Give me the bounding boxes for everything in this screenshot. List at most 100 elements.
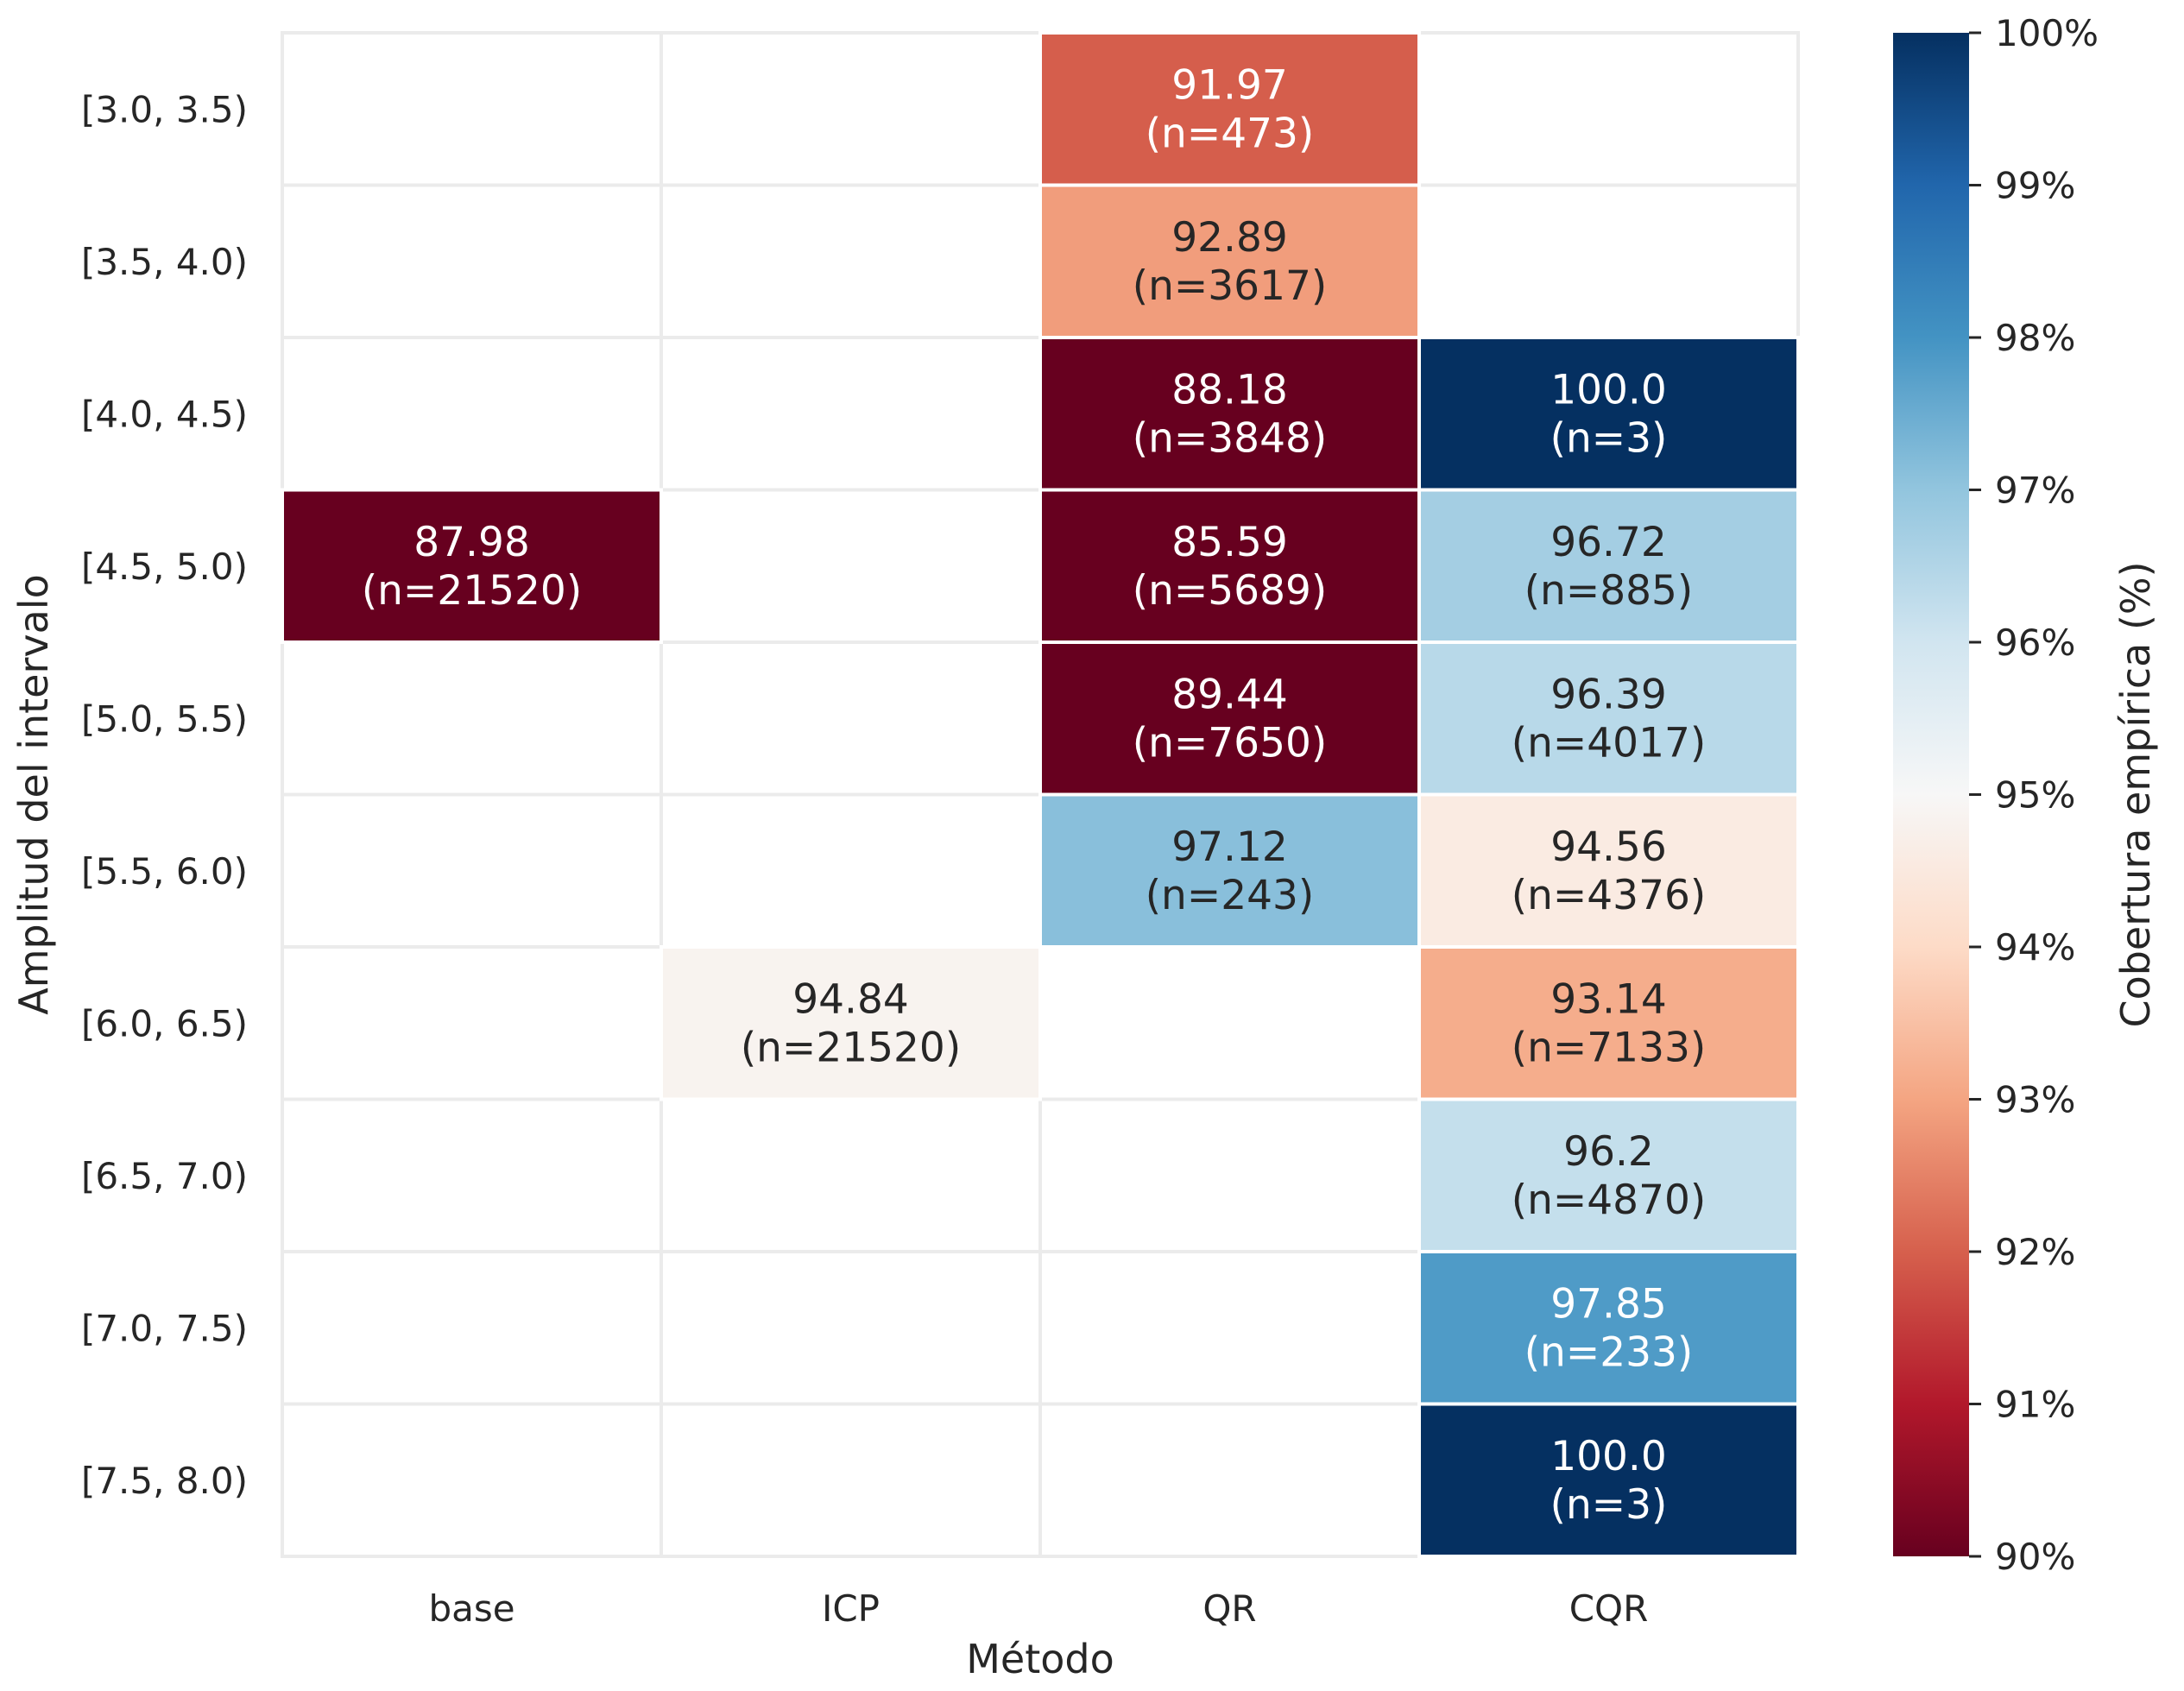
colorbar-gradient [1893, 33, 1969, 1556]
heatmap-cell: 100.0(n=3) [1417, 1402, 1800, 1558]
cell-value-label: 96.2 [1563, 1128, 1654, 1176]
heatmap-cell: 100.0(n=3) [1417, 336, 1800, 492]
heatmap-cell: 92.89(n=3617) [1038, 183, 1421, 339]
heatmap-cell: 85.59(n=5689) [1038, 488, 1421, 644]
cell-value-label: 94.56 [1550, 823, 1667, 871]
cell-count-label: (n=3848) [1133, 414, 1327, 462]
heatmap-cell-fill [1417, 1097, 1800, 1253]
grid-cell [660, 488, 1042, 644]
grid-cell [1038, 945, 1421, 1101]
colorbar-tick-label: 97% [1995, 470, 2075, 512]
grid-cell [660, 183, 1042, 339]
grid-cell [660, 792, 1042, 949]
colorbar-tick-label: 90% [1995, 1536, 2075, 1578]
grid-cell [660, 1097, 1042, 1253]
heatmap-cell-fill [1038, 792, 1421, 949]
heatmap-cell: 96.72(n=885) [1417, 488, 1800, 644]
grid-cell [281, 1097, 663, 1253]
heatmap-cell: 96.39(n=4017) [1417, 640, 1800, 797]
cell-count-label: (n=3617) [1133, 262, 1327, 310]
y-tick-label: [5.0, 5.5) [81, 697, 248, 740]
cell-count-label: (n=4870) [1512, 1177, 1706, 1224]
colorbar-tick-label: 100% [1995, 12, 2099, 54]
grid-cell [1038, 1250, 1421, 1406]
heatmap-cell-fill [1417, 488, 1800, 644]
cell-value-label: 97.85 [1550, 1280, 1667, 1328]
cell-count-label: (n=21520) [741, 1024, 961, 1071]
heatmap-cell-fill [1417, 792, 1800, 949]
colorbar-tick-label: 93% [1995, 1079, 2075, 1121]
y-tick-label: [4.0, 4.5) [81, 393, 248, 435]
cell-value-label: 87.98 [413, 519, 530, 566]
cell-count-label: (n=7650) [1133, 719, 1327, 767]
colorbar-tick-label: 94% [1995, 926, 2075, 969]
x-tick-labels: base ICP QR CQR [428, 1587, 1648, 1630]
heatmap-cell-fill [1038, 640, 1421, 797]
x-tick-label: base [428, 1587, 514, 1630]
y-tick-label: [3.5, 4.0) [81, 241, 248, 283]
cell-value-label: 100.0 [1550, 1433, 1667, 1480]
cell-count-label: (n=5689) [1133, 567, 1327, 615]
grid-cell [1417, 31, 1800, 187]
heatmap-cell-fill [1417, 640, 1800, 797]
colorbar-tick-label: 92% [1995, 1231, 2075, 1273]
heatmap-cell-fill [660, 945, 1042, 1101]
cell-count-label: (n=3) [1550, 414, 1668, 462]
grid-cell [281, 792, 663, 949]
heatmap-cell: 96.2(n=4870) [1417, 1097, 1800, 1253]
y-tick-labels: [3.0, 3.5) [3.5, 4.0) [4.0, 4.5) [4.5, 5.0)… [81, 88, 248, 1502]
grid-cell [660, 31, 1042, 187]
heatmap-cell: 87.98(n=21520) [281, 488, 663, 644]
heatmap-cell: 97.85(n=233) [1417, 1250, 1800, 1406]
heatmap-cell: 89.44(n=7650) [1038, 640, 1421, 797]
cell-count-label: (n=4017) [1512, 719, 1706, 767]
heatmap-cell: 94.84(n=21520) [660, 945, 1042, 1101]
heatmap-cell-fill [1038, 488, 1421, 644]
grid-cell [1038, 1097, 1421, 1253]
heatmap-cell-fill [281, 488, 663, 644]
grid-cell [281, 1250, 663, 1406]
grid-cell [660, 336, 1042, 492]
colorbar-tick-label: 99% [1995, 165, 2075, 207]
x-tick-label: QR [1202, 1587, 1256, 1630]
cell-count-label: (n=3) [1550, 1481, 1668, 1529]
cell-value-label: 96.39 [1550, 671, 1667, 718]
cell-value-label: 88.18 [1171, 366, 1288, 413]
grid-cell [660, 1250, 1042, 1406]
grid-cell [281, 336, 663, 492]
cell-count-label: (n=885) [1524, 567, 1694, 615]
y-tick-label: [7.0, 7.5) [81, 1307, 248, 1349]
x-axis-title: Método [966, 1636, 1114, 1682]
cell-value-label: 93.14 [1550, 975, 1667, 1023]
cell-count-label: (n=4376) [1512, 872, 1706, 919]
y-tick-label: [7.5, 8.0) [81, 1460, 248, 1502]
y-tick-label: [6.5, 7.0) [81, 1155, 248, 1197]
heatmap-cell: 93.14(n=7133) [1417, 945, 1800, 1101]
grid-cell [281, 1402, 663, 1558]
heatmap-cell-fill [1038, 31, 1421, 187]
y-tick-label: [6.0, 6.5) [81, 1002, 248, 1044]
colorbar-tick-label: 91% [1995, 1384, 2075, 1426]
grid-cell [660, 1402, 1042, 1558]
heatmap-cell: 97.12(n=243) [1038, 792, 1421, 949]
grid-cell [281, 640, 663, 797]
heatmap-cell-fill [1417, 1250, 1800, 1406]
heatmap-cell: 91.97(n=473) [1038, 31, 1421, 187]
cell-count-label: (n=233) [1524, 1328, 1694, 1376]
x-tick-label: CQR [1569, 1587, 1649, 1630]
heatmap-cell-fill [1417, 945, 1800, 1101]
grid-cell [281, 945, 663, 1101]
y-tick-label: [5.5, 6.0) [81, 850, 248, 893]
heatmap-cell-fill [1038, 183, 1421, 339]
grid-cell [281, 31, 663, 187]
y-tick-label: [3.0, 3.5) [81, 88, 248, 130]
heatmap-cell: 88.18(n=3848) [1038, 336, 1421, 492]
grid-cell [660, 640, 1042, 797]
cell-count-label: (n=7133) [1512, 1024, 1706, 1071]
cell-value-label: 85.59 [1171, 519, 1288, 566]
cell-value-label: 89.44 [1171, 671, 1288, 718]
heatmap-cell: 94.56(n=4376) [1417, 792, 1800, 949]
cell-count-label: (n=21520) [362, 567, 582, 615]
